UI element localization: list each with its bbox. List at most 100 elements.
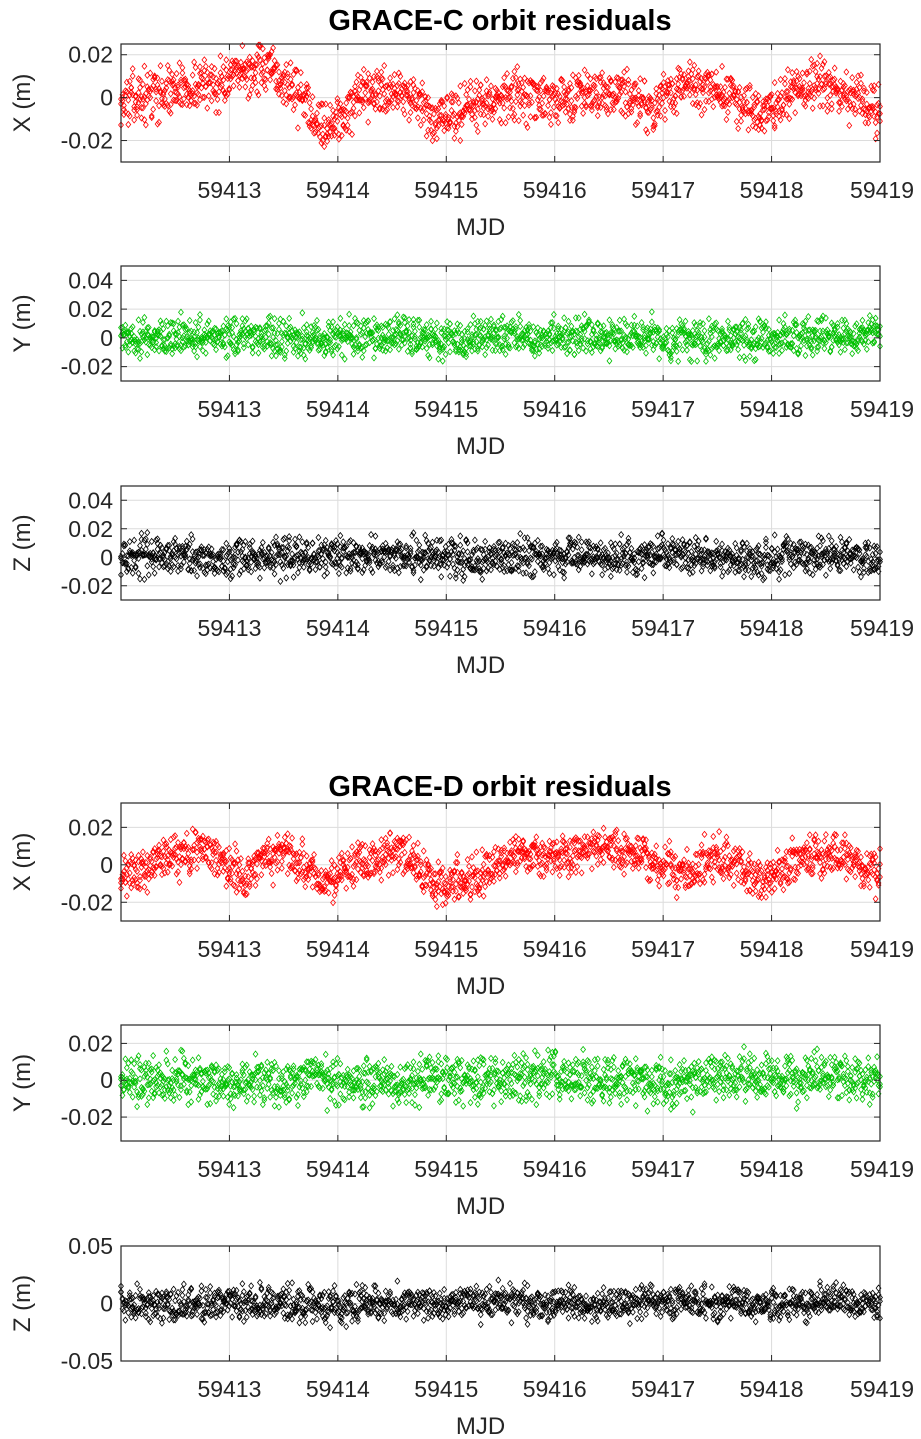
data-point — [423, 101, 430, 109]
data-point — [153, 338, 160, 347]
data-point — [861, 84, 867, 92]
data-point — [841, 345, 848, 354]
data-point — [220, 76, 227, 84]
data-point — [820, 60, 826, 69]
data-point — [821, 85, 828, 93]
data-point — [461, 79, 468, 88]
data-point — [306, 119, 313, 127]
data-point — [837, 77, 844, 85]
data-point — [820, 102, 826, 110]
data-point — [327, 336, 334, 344]
data-point — [726, 95, 733, 103]
data-point — [782, 74, 788, 83]
data-point — [138, 103, 145, 112]
data-point — [717, 93, 724, 101]
plot-frame — [120, 265, 881, 382]
data-point — [404, 82, 411, 90]
data-point — [248, 329, 255, 337]
data-point — [251, 326, 257, 334]
data-point — [618, 88, 625, 96]
data-point — [441, 126, 448, 135]
data-point — [180, 76, 187, 84]
data-point — [328, 132, 335, 140]
data-point — [537, 79, 544, 87]
data-point — [394, 81, 401, 90]
data-point — [624, 568, 630, 576]
data-point — [708, 70, 715, 78]
data-point — [125, 96, 132, 104]
data-point — [433, 106, 440, 114]
data-point — [189, 87, 196, 95]
data-point — [581, 66, 588, 74]
data-point — [331, 328, 338, 336]
data-point — [217, 328, 224, 336]
data-point — [806, 67, 813, 75]
data-point — [144, 351, 151, 359]
y-tick-label: 0.02 — [68, 296, 113, 322]
data-point — [618, 76, 625, 84]
data-point — [746, 352, 753, 361]
data-point — [123, 78, 130, 86]
data-point — [330, 318, 336, 326]
data-point — [221, 89, 228, 97]
data-point — [257, 56, 263, 64]
data-point — [140, 104, 146, 112]
data-point — [286, 533, 293, 541]
data-point — [735, 88, 742, 96]
data-point — [844, 105, 851, 113]
data-point — [423, 110, 430, 118]
data-point — [635, 102, 642, 110]
data-point — [659, 99, 666, 107]
data-point — [412, 104, 418, 112]
data-point — [502, 119, 509, 127]
data-point — [229, 323, 236, 332]
data-point — [131, 116, 138, 124]
data-point — [858, 79, 864, 88]
data-point — [569, 116, 576, 124]
data-point — [278, 91, 285, 100]
data-point — [603, 83, 610, 91]
data-point — [293, 66, 300, 74]
data-point — [806, 79, 813, 88]
data-point — [637, 75, 644, 83]
data-point — [733, 95, 740, 104]
data-point — [290, 93, 297, 101]
data-point — [297, 69, 304, 77]
data-point — [669, 80, 676, 88]
data-point — [517, 316, 524, 325]
data-point — [349, 89, 355, 97]
data-point — [194, 848, 200, 856]
data-point — [135, 98, 142, 107]
data-point — [333, 128, 339, 136]
data-point — [720, 88, 727, 97]
data-point — [447, 117, 453, 126]
data-point — [624, 65, 630, 73]
data-point — [697, 77, 704, 86]
data-point — [575, 89, 582, 98]
data-point — [720, 101, 727, 109]
data-point — [705, 89, 712, 97]
data-point — [501, 82, 508, 90]
data-point — [656, 103, 663, 111]
data-point — [488, 315, 494, 323]
data-point — [713, 91, 720, 99]
data-point — [755, 92, 762, 100]
data-point — [466, 106, 472, 114]
data-point — [374, 98, 380, 106]
data-point — [632, 120, 639, 129]
data-point — [246, 332, 253, 340]
data-point — [609, 99, 616, 107]
data-point — [428, 118, 434, 126]
data-point — [179, 321, 186, 330]
data-point — [776, 112, 783, 121]
data-point — [682, 81, 689, 89]
data-point — [148, 113, 155, 122]
data-point — [379, 105, 386, 113]
data-point — [218, 327, 225, 335]
data-point — [527, 92, 534, 100]
data-point — [236, 334, 243, 342]
data-point — [264, 51, 271, 59]
data-point — [156, 347, 162, 355]
data-point — [151, 72, 158, 80]
data-point — [822, 78, 829, 86]
